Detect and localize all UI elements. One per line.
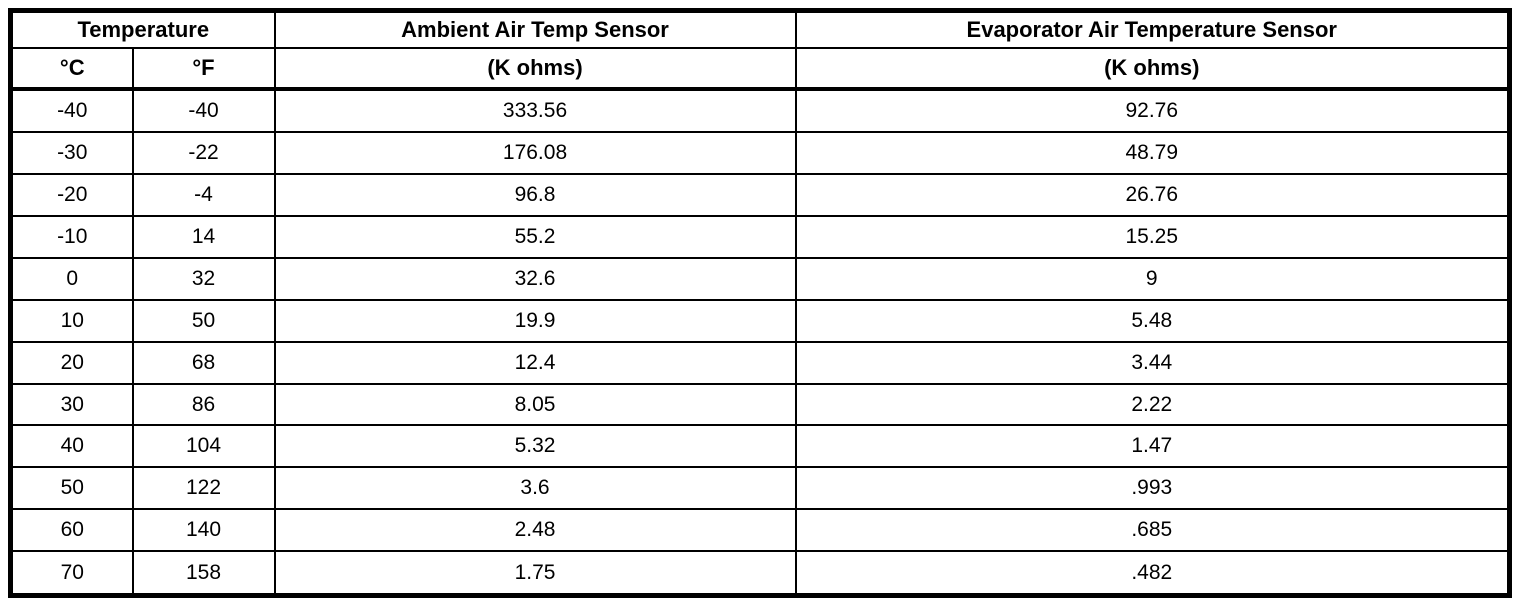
header-ambient-unit: (K ohms) [273, 47, 797, 91]
cell-c: -20 [9, 173, 134, 218]
header-fahrenheit: °F [131, 47, 276, 91]
cell-evaporator: 26.76 [794, 173, 1511, 218]
cell-evaporator: 15.25 [794, 215, 1511, 260]
cell-ambient: 5.32 [273, 424, 797, 469]
cell-f: 32 [131, 257, 276, 301]
temperature-resistance-table: Temperature Ambient Air Temp Sensor Evap… [8, 8, 1512, 598]
cell-c: 0 [9, 257, 134, 301]
cell-f: 14 [131, 215, 276, 260]
cell-c: 10 [9, 298, 134, 343]
cell-c: 40 [9, 424, 134, 469]
cell-ambient: 2.48 [273, 508, 797, 553]
cell-evaporator: 3.44 [794, 340, 1511, 385]
cell-f: 140 [131, 508, 276, 553]
cell-f: -22 [131, 131, 276, 176]
header-evaporator-sensor: Evaporator Air Temperature Sensor [794, 9, 1511, 49]
cell-f: -4 [131, 173, 276, 218]
table-row: -20 -4 96.8 26.76 [9, 173, 1511, 218]
cell-evaporator: 2.22 [794, 382, 1511, 427]
cell-c: -10 [9, 215, 134, 260]
cell-ambient: 96.8 [273, 173, 797, 218]
header-temperature: Temperature [9, 9, 276, 49]
cell-f: 68 [131, 340, 276, 385]
cell-c: 20 [9, 340, 134, 385]
table-row: 60 140 2.48.685 [9, 508, 1511, 553]
cell-evaporator: 9 [794, 257, 1511, 301]
table-header: Temperature Ambient Air Temp Sensor Evap… [9, 9, 1511, 91]
cell-f: 158 [131, 550, 276, 597]
table-row: -30 -22 176.08 48.79 [9, 131, 1511, 176]
cell-evaporator: .685 [794, 508, 1511, 553]
cell-f: 86 [131, 382, 276, 427]
cell-evaporator: .993 [794, 466, 1511, 511]
cell-c: 30 [9, 382, 134, 427]
cell-evaporator: 92.76 [794, 87, 1511, 134]
cell-ambient: 19.9 [273, 298, 797, 343]
cell-evaporator: .482 [794, 550, 1511, 597]
cell-c: -40 [9, 87, 134, 134]
cell-evaporator: 5.48 [794, 298, 1511, 343]
cell-f: 50 [131, 298, 276, 343]
table-row: 70 158 1.75.482 [9, 550, 1511, 597]
cell-c: 70 [9, 550, 134, 597]
cell-ambient: 12.4 [273, 340, 797, 385]
cell-c: 60 [9, 508, 134, 553]
cell-f: 104 [131, 424, 276, 469]
cell-evaporator: 48.79 [794, 131, 1511, 176]
table-row: -40 -40 333.56 92.76 [9, 87, 1511, 134]
header-ambient-sensor: Ambient Air Temp Sensor [273, 9, 797, 49]
table-body: -40 -40 333.56 92.76 -30 -22 176.08 48.79 -20 -4 9… [9, 87, 1511, 597]
cell-ambient: 8.05 [273, 382, 797, 427]
cell-c: -30 [9, 131, 134, 176]
cell-ambient: 32.6 [273, 257, 797, 301]
cell-ambient: 176.08 [273, 131, 797, 176]
cell-ambient: 3.6 [273, 466, 797, 511]
header-celsius: °C [9, 47, 134, 91]
cell-ambient: 1.75 [273, 550, 797, 597]
cell-ambient: 333.56 [273, 87, 797, 134]
table-row: 20 68 12.4 3.44 [9, 340, 1511, 385]
cell-c: 50 [9, 466, 134, 511]
header-row-units: °C °F (K ohms) (K ohms) [9, 47, 1511, 91]
header-evaporator-unit: (K ohms) [794, 47, 1511, 91]
table-row: 0 32 32.6 9 [9, 257, 1511, 301]
table-row: -10 14 55.2 15.25 [9, 215, 1511, 260]
cell-evaporator: 1.47 [794, 424, 1511, 469]
table-row: 50 122 3.6.993 [9, 466, 1511, 511]
cell-f: -40 [131, 87, 276, 134]
cell-f: 122 [131, 466, 276, 511]
table-row: 40 104 5.32 1.47 [9, 424, 1511, 469]
table-row: 30 86 8.05 2.22 [9, 382, 1511, 427]
cell-ambient: 55.2 [273, 215, 797, 260]
header-row-groups: Temperature Ambient Air Temp Sensor Evap… [9, 9, 1511, 49]
table-row: 10 50 19.9 5.48 [9, 298, 1511, 343]
